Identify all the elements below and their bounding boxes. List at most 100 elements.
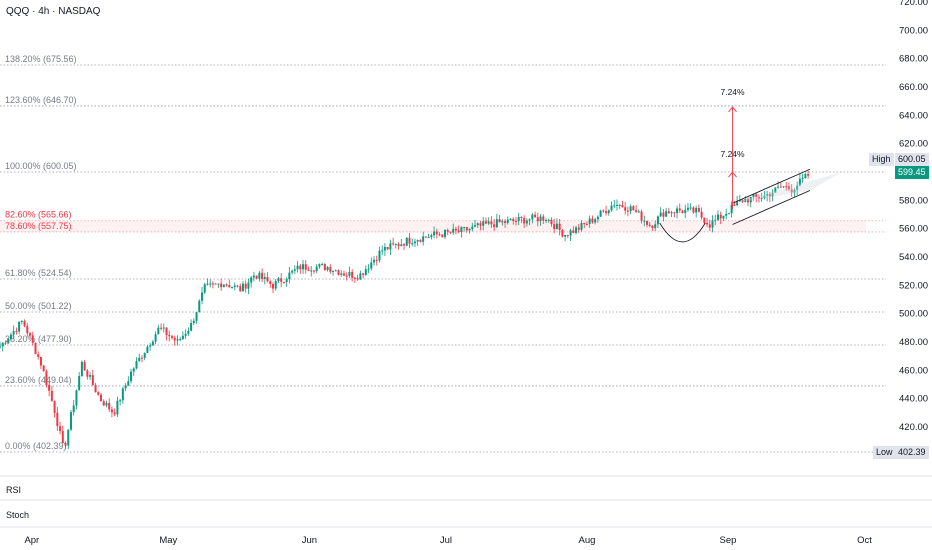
candle-body[interactable] <box>637 211 640 213</box>
candle-body[interactable] <box>413 241 416 244</box>
candle-body[interactable] <box>157 327 160 335</box>
candle-body[interactable] <box>446 229 449 232</box>
candle-body[interactable] <box>195 312 198 321</box>
candle-body[interactable] <box>564 234 567 237</box>
candle-body[interactable] <box>110 409 113 413</box>
candle-body[interactable] <box>282 281 285 283</box>
candle-body[interactable] <box>471 226 474 229</box>
projection-triangle[interactable] <box>732 172 842 204</box>
candle-body[interactable] <box>179 339 182 341</box>
candle-body[interactable] <box>632 206 635 211</box>
candle-body[interactable] <box>26 325 29 334</box>
candle-body[interactable] <box>321 264 324 266</box>
candle-body[interactable] <box>59 426 62 431</box>
candle-body[interactable] <box>626 210 629 212</box>
candle-body[interactable] <box>793 189 796 193</box>
candle-body[interactable] <box>23 321 26 326</box>
candle-body[interactable] <box>725 213 728 216</box>
candle-body[interactable] <box>310 270 313 272</box>
candle-body[interactable] <box>318 264 321 267</box>
candle-body[interactable] <box>676 208 679 213</box>
candle-body[interactable] <box>692 207 695 213</box>
candle-body[interactable] <box>274 281 277 289</box>
candle-body[interactable] <box>312 270 315 272</box>
candle-body[interactable] <box>479 223 482 226</box>
candle-body[interactable] <box>648 224 651 226</box>
candle-body[interactable] <box>307 269 310 271</box>
candle-body[interactable] <box>18 321 21 332</box>
candle-body[interactable] <box>211 283 214 285</box>
candle-body[interactable] <box>798 178 801 186</box>
candle-body[interactable] <box>468 228 471 231</box>
candle-body[interactable] <box>523 218 526 224</box>
candle-body[interactable] <box>534 214 537 218</box>
candle-body[interactable] <box>389 243 392 250</box>
candle-body[interactable] <box>332 270 335 272</box>
candle-body[interactable] <box>640 211 643 221</box>
candle-body[interactable] <box>31 335 34 343</box>
candle-body[interactable] <box>621 204 624 208</box>
candle-body[interactable] <box>528 219 531 221</box>
candle-body[interactable] <box>381 250 384 252</box>
candle-body[interactable] <box>176 339 179 341</box>
candle-body[interactable] <box>689 207 692 209</box>
candle-body[interactable] <box>154 334 157 342</box>
candle-body[interactable] <box>482 221 485 226</box>
candle-body[interactable] <box>493 224 496 228</box>
candle-body[interactable] <box>594 219 597 223</box>
candle-body[interactable] <box>269 281 272 284</box>
candle-body[interactable] <box>695 207 698 213</box>
candle-body[interactable] <box>703 217 706 223</box>
candle-body[interactable] <box>165 327 168 336</box>
cup-pattern-arc[interactable] <box>659 222 706 243</box>
candle-body[interactable] <box>370 262 373 269</box>
candle-body[interactable] <box>143 352 146 358</box>
candle-body[interactable] <box>345 275 348 277</box>
candle-body[interactable] <box>484 221 487 224</box>
candle-body[interactable] <box>288 272 291 280</box>
candle-body[interactable] <box>651 225 654 228</box>
candle-body[interactable] <box>364 269 367 275</box>
candle-body[interactable] <box>231 287 234 289</box>
candle-body[interactable] <box>643 220 646 222</box>
candle-body[interactable] <box>187 330 190 334</box>
candle-body[interactable] <box>457 230 460 233</box>
candle-body[interactable] <box>659 212 662 217</box>
candle-body[interactable] <box>302 264 305 270</box>
candle-body[interactable] <box>108 403 111 410</box>
candle-body[interactable] <box>752 194 755 197</box>
candle-body[interactable] <box>146 346 149 353</box>
candle-body[interactable] <box>757 196 760 199</box>
candle-body[interactable] <box>405 237 408 246</box>
candle-body[interactable] <box>615 204 618 206</box>
candle-body[interactable] <box>602 210 605 212</box>
candle-body[interactable] <box>577 227 580 230</box>
candle-body[interactable] <box>329 267 332 272</box>
candle-body[interactable] <box>591 218 594 223</box>
candle-body[interactable] <box>755 194 758 197</box>
candle-body[interactable] <box>656 216 659 225</box>
candle-body[interactable] <box>790 189 793 193</box>
candle-body[interactable] <box>356 277 359 280</box>
candle-body[interactable] <box>487 221 490 224</box>
candle-body[interactable] <box>438 234 441 236</box>
candle-body[interactable] <box>252 275 255 278</box>
candle-body[interactable] <box>397 243 400 247</box>
candle-body[interactable] <box>741 200 744 203</box>
candle-body[interactable] <box>686 207 689 210</box>
candle-body[interactable] <box>807 174 810 176</box>
candle-body[interactable] <box>1 342 4 347</box>
candle-body[interactable] <box>550 219 553 225</box>
candle-body[interactable] <box>474 225 477 227</box>
candle-body[interactable] <box>78 376 81 391</box>
candle-body[interactable] <box>233 285 236 288</box>
candle-body[interactable] <box>787 186 790 190</box>
candle-body[interactable] <box>460 227 463 233</box>
candle-body[interactable] <box>708 224 711 228</box>
candle-body[interactable] <box>744 198 747 203</box>
candle-body[interactable] <box>80 361 83 377</box>
candle-body[interactable] <box>12 330 15 335</box>
candle-body[interactable] <box>733 204 736 206</box>
candle-body[interactable] <box>646 220 649 225</box>
